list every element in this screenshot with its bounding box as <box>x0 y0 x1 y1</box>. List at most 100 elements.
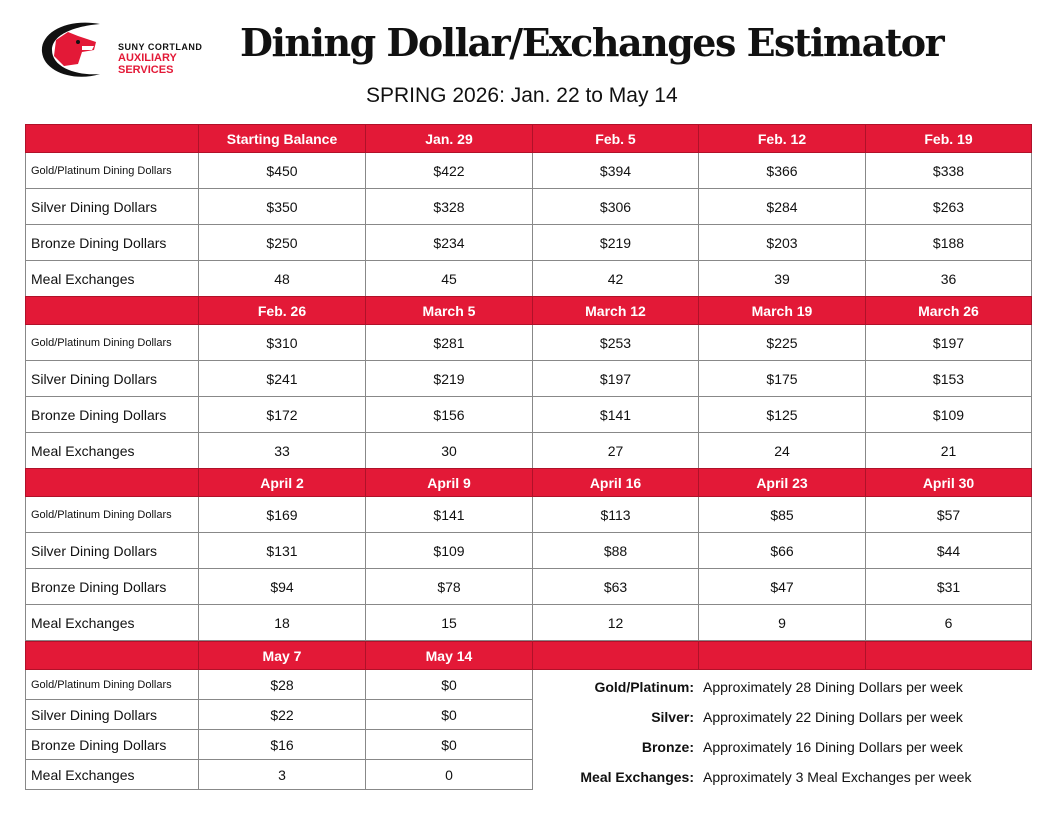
table-row: Gold/Platinum Dining Dollars $169 $141 $113… <box>25 496 1032 533</box>
header-blank-cell <box>25 641 199 670</box>
legend-row: Meal Exchanges: Approximately 3 Meal Exch… <box>540 762 971 792</box>
row-label: Gold/Platinum Dining Dollars <box>25 496 199 533</box>
legend-key: Silver: <box>651 709 694 725</box>
value-cell: $219 <box>365 360 533 397</box>
row-label: Meal Exchanges <box>25 260 199 297</box>
table-row: Gold/Platinum Dining Dollars $310 $281 $253… <box>25 324 1032 361</box>
value-cell: $172 <box>198 396 366 433</box>
table-row: Bronze Dining Dollars $250 $234 $219 $203 $18… <box>25 224 1032 261</box>
value-cell: $141 <box>532 396 699 433</box>
logo-line1: SUNY CORTLAND <box>118 42 203 52</box>
value-cell: $0 <box>365 729 533 760</box>
date-header: Feb. 12 <box>698 124 866 153</box>
row-label: Bronze Dining Dollars <box>25 396 199 433</box>
row-label: Gold/Platinum Dining Dollars <box>25 152 199 189</box>
value-cell: $28 <box>198 669 366 700</box>
legend-key: Bronze: <box>641 739 694 755</box>
value-cell: 15 <box>365 604 533 641</box>
row-label: Bronze Dining Dollars <box>25 729 199 760</box>
value-cell: $113 <box>532 496 699 533</box>
value-cell: 30 <box>365 432 533 469</box>
value-cell: 12 <box>532 604 699 641</box>
legend-row: Gold/Platinum: Approximately 28 Dining Do… <box>540 672 971 702</box>
weekly-rate-legend: Gold/Platinum: Approximately 28 Dining Do… <box>540 672 971 792</box>
value-cell: $109 <box>865 396 1032 433</box>
estimator-table-block: Feb. 26 March 5 March 12 March 19 March 26 Go… <box>25 296 1032 469</box>
value-cell: $0 <box>365 699 533 730</box>
row-label: Silver Dining Dollars <box>25 532 199 569</box>
date-header-row: April 2 April 9 April 16 April 23 April 30 <box>25 468 1032 497</box>
value-cell: $78 <box>365 568 533 605</box>
value-cell: $169 <box>198 496 366 533</box>
date-header-row: May 7 May 14 <box>25 641 1032 670</box>
page-title: Dining Dollar/Exchanges Estimator <box>240 20 945 65</box>
value-cell: $219 <box>532 224 699 261</box>
value-cell: $88 <box>532 532 699 569</box>
value-cell: 0 <box>365 759 533 790</box>
date-header: Jan. 29 <box>365 124 533 153</box>
table-row: Silver Dining Dollars $22 $0 <box>25 699 1032 730</box>
value-cell: $156 <box>365 396 533 433</box>
value-cell: $284 <box>698 188 866 225</box>
row-label: Silver Dining Dollars <box>25 188 199 225</box>
value-cell: $47 <box>698 568 866 605</box>
table-row: Silver Dining Dollars $131 $109 $88 $66 $44 <box>25 532 1032 569</box>
legend-row: Bronze: Approximately 16 Dining Dollars p… <box>540 732 971 762</box>
value-cell: $141 <box>365 496 533 533</box>
dragon-icon <box>41 22 100 77</box>
table-row: Bronze Dining Dollars $94 $78 $63 $47 $31 <box>25 568 1032 605</box>
value-cell: $197 <box>532 360 699 397</box>
value-cell: 45 <box>365 260 533 297</box>
value-cell: 21 <box>865 432 1032 469</box>
logo-line2: AUXILIARY SERVICES <box>118 52 177 76</box>
value-cell: $153 <box>865 360 1032 397</box>
date-header: April 16 <box>532 468 699 497</box>
legend-key: Gold/Platinum: <box>594 679 694 695</box>
value-cell: $281 <box>365 324 533 361</box>
date-header: March 12 <box>532 296 699 325</box>
value-cell: $450 <box>198 152 366 189</box>
date-header <box>532 641 699 670</box>
value-cell: $225 <box>698 324 866 361</box>
value-cell: 42 <box>532 260 699 297</box>
value-cell: $310 <box>198 324 366 361</box>
value-cell: $175 <box>698 360 866 397</box>
value-cell: $125 <box>698 396 866 433</box>
suny-cortland-logo: SUNY CORTLAND AUXILIARY SERVICES <box>38 20 228 80</box>
value-cell: 27 <box>532 432 699 469</box>
row-label: Silver Dining Dollars <box>25 699 199 730</box>
table-row: Meal Exchanges 18 15 12 9 6 <box>25 604 1032 641</box>
legend-value: Approximately 3 Meal Exchanges per week <box>703 769 972 785</box>
table-row: Gold/Platinum Dining Dollars $450 $422 $394… <box>25 152 1032 189</box>
value-cell: 36 <box>865 260 1032 297</box>
value-cell: $250 <box>198 224 366 261</box>
date-header: April 2 <box>198 468 366 497</box>
row-label: Gold/Platinum Dining Dollars <box>25 324 199 361</box>
date-header: Feb. 19 <box>865 124 1032 153</box>
value-cell: $328 <box>365 188 533 225</box>
value-cell: 33 <box>198 432 366 469</box>
value-cell: $350 <box>198 188 366 225</box>
legend-row: Silver: Approximately 22 Dining Dollars p… <box>540 702 971 732</box>
value-cell: 18 <box>198 604 366 641</box>
value-cell: 48 <box>198 260 366 297</box>
row-label: Meal Exchanges <box>25 604 199 641</box>
estimator-table-block: April 2 April 9 April 16 April 23 April 30 Go… <box>25 468 1032 641</box>
date-header: April 9 <box>365 468 533 497</box>
date-header: May 7 <box>198 641 366 670</box>
page-subtitle: SPRING 2026: Jan. 22 to May 14 <box>366 84 678 107</box>
value-cell: $338 <box>865 152 1032 189</box>
value-cell: $85 <box>698 496 866 533</box>
table-row: Meal Exchanges 33 30 27 24 21 <box>25 432 1032 469</box>
value-cell: $66 <box>698 532 866 569</box>
value-cell: $57 <box>865 496 1032 533</box>
estimator-table-block: Starting Balance Jan. 29 Feb. 5 Feb. 12 Feb.… <box>25 124 1032 297</box>
date-header: April 23 <box>698 468 866 497</box>
value-cell: $109 <box>365 532 533 569</box>
value-cell: $203 <box>698 224 866 261</box>
date-header: May 14 <box>365 641 533 670</box>
date-header-row: Starting Balance Jan. 29 Feb. 5 Feb. 12 Feb.… <box>25 124 1032 153</box>
value-cell: $31 <box>865 568 1032 605</box>
row-label: Meal Exchanges <box>25 759 199 790</box>
legend-key: Meal Exchanges: <box>580 769 694 785</box>
